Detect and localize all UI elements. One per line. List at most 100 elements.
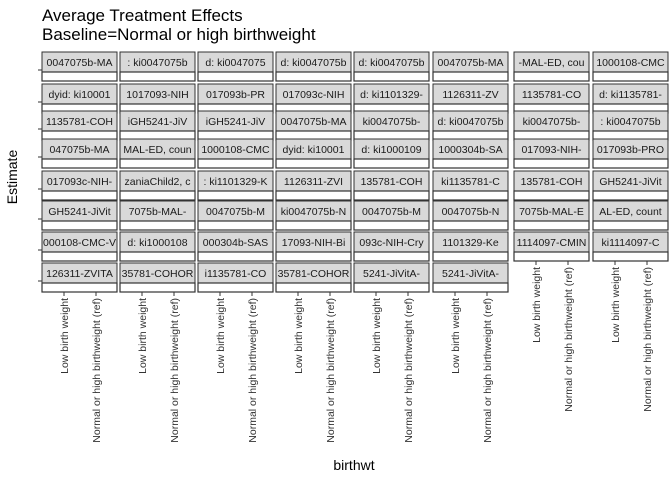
facet-strip-label: 1135781-CO	[522, 89, 581, 101]
facet-strip-label: dyid: ki10001	[49, 89, 111, 101]
facet-panel	[119, 251, 196, 262]
facet-strip-label: 017093c-NIH-	[47, 176, 113, 188]
facet-strip-label: 17093-NIH-Bi	[282, 237, 346, 249]
facet-strip-label: MAL-ED, coun	[123, 144, 191, 156]
x-tick-label: Normal or high birthweight (ref)	[563, 267, 575, 412]
facet-grid: 0047075b-MA: ki0047075b d: ki0047075 d: ki…	[38, 51, 669, 443]
x-tick-label: Normal or high birthweight (ref)	[169, 298, 181, 443]
facet-panel	[41, 71, 118, 82]
x-tick-label: Low birth weight	[531, 267, 543, 343]
facet-panel	[353, 158, 430, 169]
facet-panel	[197, 71, 274, 82]
x-tick-label: Low birth weight	[610, 267, 622, 343]
x-tick-label: Low birth weight	[215, 298, 227, 374]
facet-strip-label: 0047075b-MA	[47, 57, 113, 69]
facet-strip-label: d: ki1135781-	[599, 89, 662, 101]
facet-panel	[432, 282, 509, 293]
facet-strip-label: 1000108-CMC	[201, 144, 270, 156]
facet-panel	[275, 251, 352, 262]
facet-strip-label: 1126311-ZVI	[284, 176, 343, 188]
facet-panel	[513, 220, 590, 231]
x-tick-label: Low birth weight	[137, 298, 149, 374]
facet-strip-label: 1000108-CMC	[596, 57, 665, 69]
facet-panel	[592, 251, 669, 262]
facet-strip-label: ki0047075b-N	[281, 206, 346, 218]
facet-panel	[119, 220, 196, 231]
x-tick-label: Normal or high birthweight (ref)	[325, 298, 337, 443]
chart-title: Average Treatment Effects	[42, 6, 243, 25]
facet-strip-label: 1101329-Ke	[442, 237, 499, 249]
facet-strip-label: 000108-CMC-V	[43, 237, 116, 249]
facet-strip-label: AL-ED, count	[599, 206, 662, 218]
facet-strip-label: 35781-COHOR	[122, 268, 194, 280]
facet-strip-label: 1135781-COH	[46, 116, 113, 128]
facet-panel	[513, 158, 590, 169]
facet-strip-label: : ki0047075b	[127, 57, 187, 69]
facet-strip-label: iGH5241-JiV	[128, 116, 188, 128]
facet-strip-label: i1135781-CO	[205, 268, 267, 280]
facet-panel	[513, 71, 590, 82]
x-tick-label: Normal or high birthweight (ref)	[91, 298, 103, 443]
facet-strip-label: GH5241-JiVit	[48, 206, 110, 218]
facet-panel	[275, 71, 352, 82]
facet-strip-label: 017093b-PRO	[597, 144, 664, 156]
x-tick-label: Normal or high birthweight (ref)	[482, 298, 494, 443]
x-tick-label: Low birth weight	[450, 298, 462, 374]
facet-strip-label: 5241-JiVitA-	[363, 268, 421, 280]
facet-panel	[119, 282, 196, 293]
facet-panel	[119, 158, 196, 169]
facet-panel	[432, 220, 509, 231]
facet-strip-label: 0047075b-M	[362, 206, 421, 218]
facet-panel	[275, 158, 352, 169]
facet-strip-label: ki0047075b-	[523, 116, 581, 128]
facet-strip-label: -MAL-ED, cou	[519, 57, 585, 69]
facet-panel	[197, 190, 274, 201]
facet-strip-label: iGH5241-JiV	[206, 116, 266, 128]
facet-strip-label: 135781-COH	[361, 176, 423, 188]
facet-panel	[432, 71, 509, 82]
facet-panel	[432, 158, 509, 169]
facet-panel	[197, 282, 274, 293]
facet-panel	[432, 190, 509, 201]
facet-panel	[513, 251, 590, 262]
facet-strip-label: 135781-COH	[521, 176, 583, 188]
x-axis-title: birthwt	[333, 457, 374, 473]
facet-strip-label: 0047075b-MA	[438, 57, 504, 69]
facet-strip-label: d: ki1000109	[361, 144, 421, 156]
facet-panel	[432, 251, 509, 262]
facet-panel	[197, 158, 274, 169]
facet-panel	[275, 282, 352, 293]
facet-panel	[41, 158, 118, 169]
facet-strip-label: 1000304b-SA	[438, 144, 502, 156]
y-axis-title: Estimate	[4, 150, 20, 205]
facet-strip-label: 017093b-PR	[206, 89, 265, 101]
facet-panel	[197, 251, 274, 262]
facet-panel	[197, 220, 274, 231]
x-tick-label: Low birth weight	[371, 298, 383, 374]
facet-panel	[592, 71, 669, 82]
x-tick-label: Low birth weight	[59, 298, 71, 374]
facet-panel	[513, 190, 590, 201]
facet-strip-label: zaniaChild2, c	[125, 176, 191, 188]
facet-strip-label: 0047075b-N	[442, 206, 500, 218]
facet-strip-label: 1126311-ZV	[442, 89, 498, 101]
facet-strip-label: 1114097-CMIN	[517, 237, 587, 249]
facet-strip-label: : ki0047075b	[600, 116, 660, 128]
facet-strip-label: : ki1101329-K	[203, 176, 267, 188]
facet-strip-label: ki1114097-C	[602, 237, 660, 249]
facet-panel	[119, 190, 196, 201]
facet-panel	[119, 71, 196, 82]
facet-strip-label: 1017093-NIH	[126, 89, 188, 101]
facet-strip-label: ki1135781-C	[441, 176, 500, 188]
facet-strip-label: 000304b-SAS	[203, 237, 268, 249]
facet-strip-label: 093c-NIH-Cry	[359, 237, 424, 249]
facet-strip-label: 0047075b-M	[206, 206, 265, 218]
facet-panel	[41, 251, 118, 262]
facet-panel	[275, 190, 352, 201]
facet-panel	[592, 190, 669, 201]
facet-panel	[592, 158, 669, 169]
facet-strip-label: 017093-NIH-	[521, 144, 582, 156]
facet-strip-label: GH5241-JiVit	[599, 176, 661, 188]
facet-panel	[592, 220, 669, 231]
